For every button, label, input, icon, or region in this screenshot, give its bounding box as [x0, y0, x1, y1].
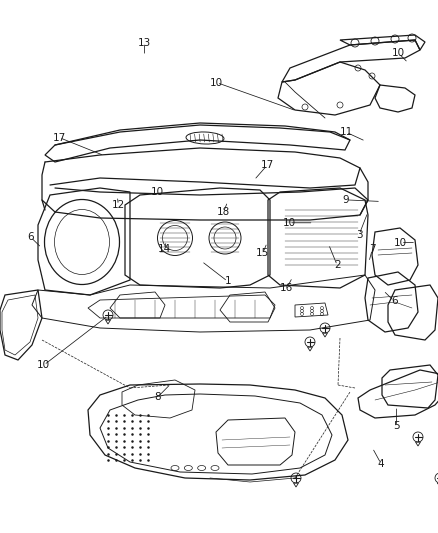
Text: 10: 10: [283, 218, 296, 228]
Text: 5: 5: [393, 422, 400, 431]
Text: 6: 6: [391, 296, 398, 306]
Text: 8: 8: [154, 392, 161, 402]
Text: 10: 10: [210, 78, 223, 87]
Text: 11: 11: [339, 127, 353, 137]
Text: 12: 12: [112, 200, 125, 210]
Text: 2: 2: [334, 261, 341, 270]
Text: 9: 9: [343, 195, 350, 205]
Text: 15: 15: [256, 248, 269, 258]
Text: 4: 4: [378, 459, 385, 469]
Text: 17: 17: [53, 133, 66, 142]
Text: 6: 6: [27, 232, 34, 242]
Text: 18: 18: [217, 207, 230, 217]
Text: 10: 10: [151, 187, 164, 197]
Text: 10: 10: [394, 238, 407, 247]
Text: 13: 13: [138, 38, 151, 47]
Text: 14: 14: [158, 245, 171, 254]
Text: 3: 3: [356, 230, 363, 239]
Text: 1: 1: [224, 277, 231, 286]
Text: 10: 10: [392, 49, 405, 58]
Text: 7: 7: [369, 245, 376, 254]
Text: 10: 10: [37, 360, 50, 370]
Text: 16: 16: [280, 283, 293, 293]
Text: 17: 17: [261, 160, 274, 170]
